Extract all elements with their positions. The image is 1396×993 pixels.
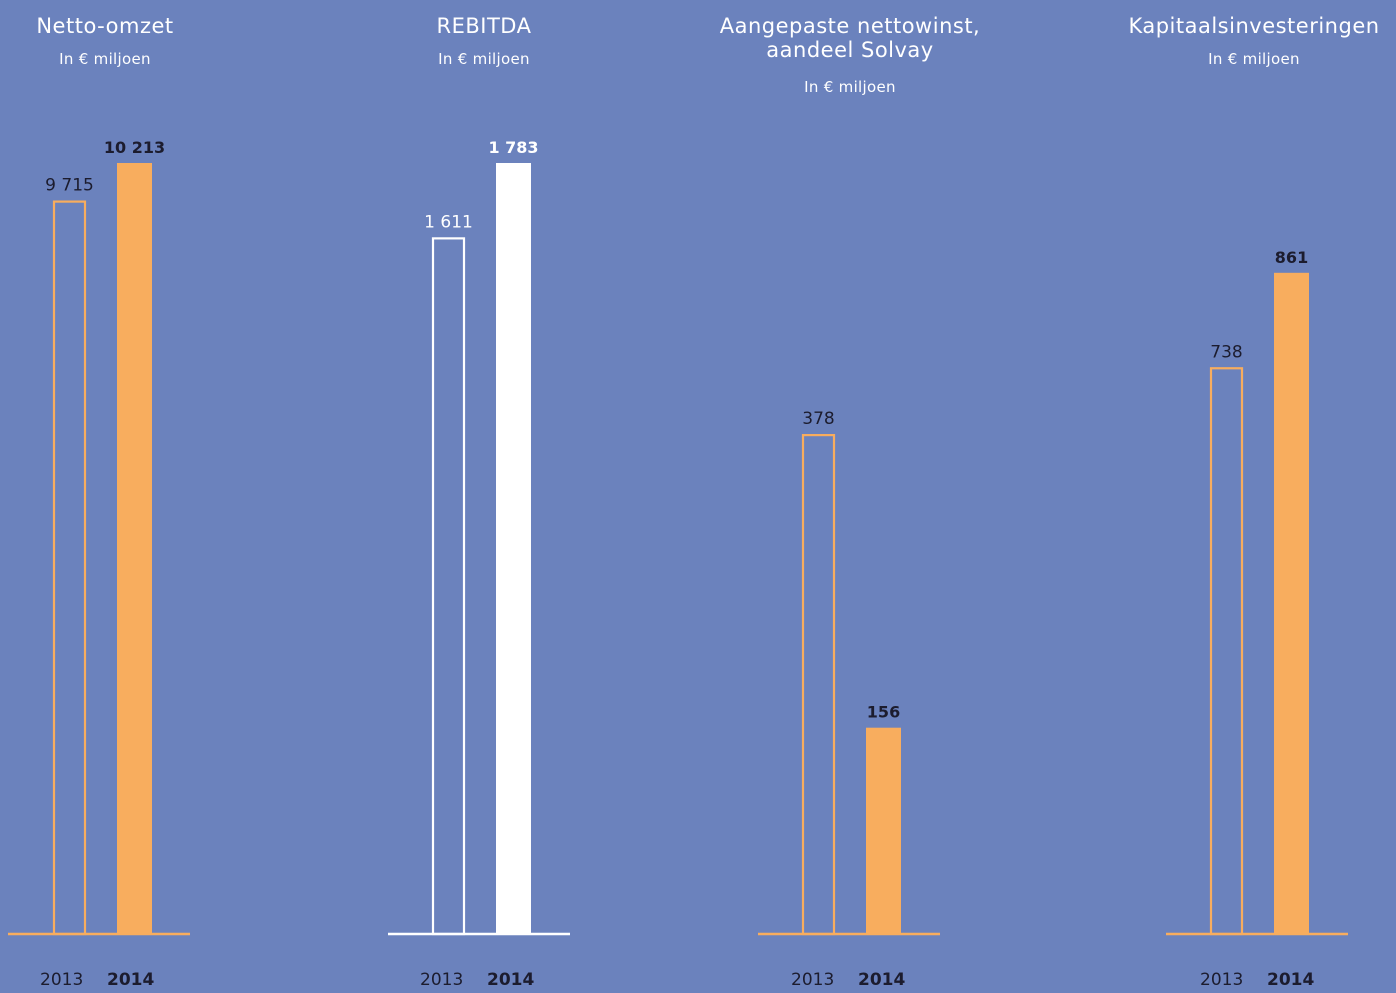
chart-aangepaste-nettowinst: Aangepaste nettowinst, aandeel Solvay In… xyxy=(690,0,1010,993)
chart-subtitle: In € miljoen xyxy=(1208,50,1300,68)
data-label-2013: 9 715 xyxy=(45,176,94,196)
x-tick-label-2013: 2013 xyxy=(791,970,835,990)
chart-rebitda: REBITDA In € miljoen 1 611 1 783 2013 201… xyxy=(379,0,589,993)
chart-title-line: Kapitaalsinvesteringen xyxy=(1128,14,1380,38)
chart-title: Netto-omzet xyxy=(0,14,210,38)
data-label-2013: 378 xyxy=(802,409,834,429)
chart-kapitaalsinvesteringen: Kapitaalsinvesteringen In € miljoen 738 8… xyxy=(1124,0,1384,993)
x-tick-label-2014: 2014 xyxy=(107,970,155,990)
chart-title-line: Aangepaste nettowinst, xyxy=(719,14,981,38)
x-tick-label-2013: 2013 xyxy=(1200,970,1244,990)
chart-subtitle: In € miljoen xyxy=(438,50,530,68)
chart-title-line: REBITDA xyxy=(436,14,532,38)
bar-2014 xyxy=(496,163,531,934)
bar-2013 xyxy=(431,237,466,936)
chart-netto-omzet: Netto-omzet In € miljoen 9 715 10 213 201… xyxy=(0,0,210,993)
x-tick-label-2013: 2013 xyxy=(420,970,464,990)
chart-title: Kapitaalsinvesteringen xyxy=(1124,14,1384,38)
data-label-2014: 156 xyxy=(867,703,900,722)
chart-subtitle: In € miljoen xyxy=(59,50,151,68)
chart-title: Aangepaste nettowinst, aandeel Solvay xyxy=(690,14,1010,62)
bar-2014 xyxy=(117,163,152,934)
x-tick-label-2014: 2014 xyxy=(1267,970,1315,990)
bar-2013 xyxy=(801,434,836,936)
data-label-2013: 738 xyxy=(1210,342,1242,362)
bar-2014 xyxy=(866,727,901,934)
x-tick-label-2014: 2014 xyxy=(858,970,906,990)
bar-2013 xyxy=(52,200,87,936)
chart-title-line: Netto-omzet xyxy=(36,14,174,38)
data-label-2014: 10 213 xyxy=(104,138,165,157)
bar-chart-svg: 378 156 xyxy=(758,409,940,936)
bar-chart-svg: 738 861 xyxy=(1166,248,1348,936)
data-label-2014: 1 783 xyxy=(488,138,538,157)
bar-2013 xyxy=(1209,367,1244,936)
chart-subtitle: In € miljoen xyxy=(804,78,896,96)
data-label-2013: 1 611 xyxy=(424,212,473,232)
chart-title: REBITDA xyxy=(379,14,589,38)
data-label-2014: 861 xyxy=(1275,248,1308,267)
bar-chart-svg: 9 715 10 213 xyxy=(8,138,190,936)
x-tick-label-2013: 2013 xyxy=(40,970,84,990)
bar-chart-svg: 1 611 1 783 xyxy=(388,138,570,936)
chart-title-line: aandeel Solvay xyxy=(766,38,934,62)
x-tick-label-2014: 2014 xyxy=(487,970,535,990)
bar-2014 xyxy=(1274,272,1309,935)
